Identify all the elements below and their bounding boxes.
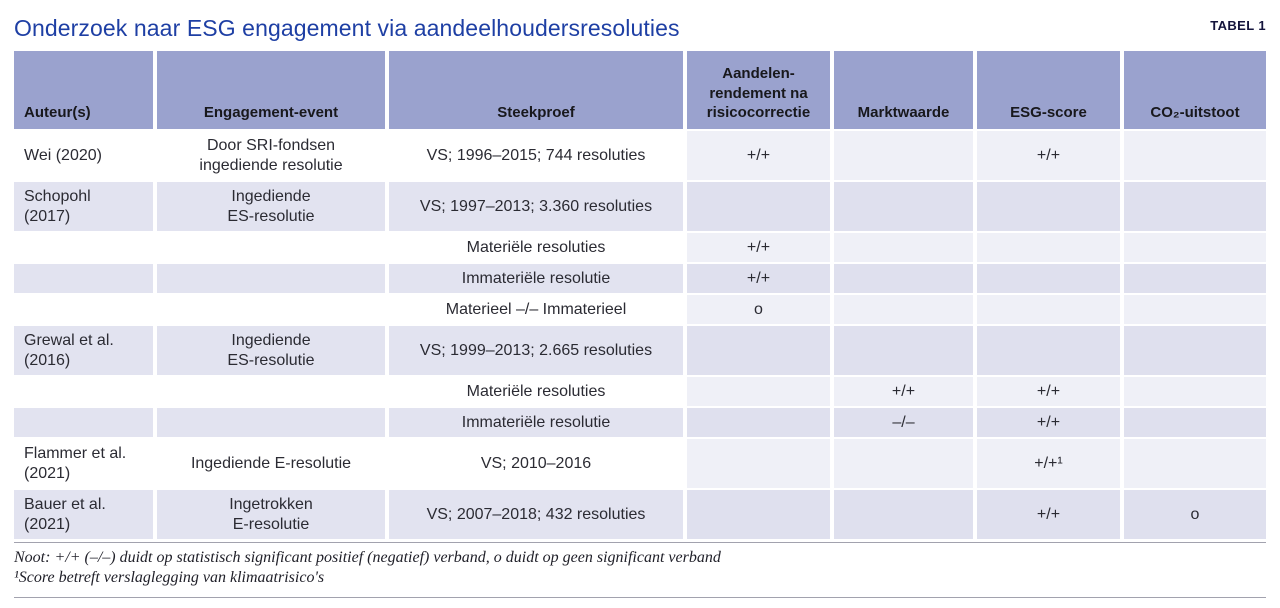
- table-cell-r6-rendement: [687, 377, 830, 406]
- article-table-block: Onderzoek naar ESG engagement via aandee…: [14, 0, 1266, 588]
- column-header-steekproef: Steekproef: [389, 51, 683, 129]
- table-cell-r9-auteur: Bauer et al. (2021): [14, 490, 153, 539]
- table-cell-r6-co2: [1124, 377, 1266, 406]
- page-bottom-divider: [14, 597, 1266, 598]
- table-cell-r2-marktwaarde: [834, 233, 973, 262]
- table-cell-r1-auteur: Schopohl (2017): [14, 182, 153, 231]
- table-cell-r3-rendement: +/+: [687, 264, 830, 293]
- table-cell-r0-marktwaarde: [834, 131, 973, 180]
- table-cell-r3-event: [157, 264, 385, 293]
- table-cell-r1-marktwaarde: [834, 182, 973, 231]
- table-cell-r8-steekproef: VS; 2010–2016: [389, 439, 683, 488]
- table-cell-r8-co2: [1124, 439, 1266, 488]
- table-cell-r7-steekproef: Immateriële resolutie: [389, 408, 683, 437]
- table-cell-r9-steekproef: VS; 2007–2018; 432 resoluties: [389, 490, 683, 539]
- table-cell-r8-marktwaarde: [834, 439, 973, 488]
- page-title: Onderzoek naar ESG engagement via aandee…: [14, 15, 680, 41]
- table-cell-r1-rendement: [687, 182, 830, 231]
- table-cell-r7-marktwaarde: –/–: [834, 408, 973, 437]
- table-cell-r4-co2: [1124, 295, 1266, 324]
- table-cell-r2-esg: [977, 233, 1120, 262]
- table-cell-r2-steekproef: Materiële resoluties: [389, 233, 683, 262]
- table-number-label: TABEL 1: [1210, 18, 1266, 33]
- table-cell-r3-steekproef: Immateriële resolutie: [389, 264, 683, 293]
- table-cell-r6-steekproef: Materiële resoluties: [389, 377, 683, 406]
- table-cell-r5-co2: [1124, 326, 1266, 375]
- table-cell-r4-rendement: o: [687, 295, 830, 324]
- table-cell-r7-auteur: [14, 408, 153, 437]
- table-cell-r4-esg: [977, 295, 1120, 324]
- table-cell-r9-marktwaarde: [834, 490, 973, 539]
- table-cell-r5-steekproef: VS; 1999–2013; 2.665 resoluties: [389, 326, 683, 375]
- table-cell-r1-event: Ingediende ES-resolutie: [157, 182, 385, 231]
- column-header-auteur: Auteur(s): [14, 51, 153, 129]
- table-bottom-divider: [14, 542, 1266, 543]
- table-cell-r5-event: Ingediende ES-resolutie: [157, 326, 385, 375]
- table-cell-r0-event: Door SRI-fondsen ingediende resolutie: [157, 131, 385, 180]
- table-cell-r9-event: Ingetrokken E-resolutie: [157, 490, 385, 539]
- table-cell-r5-rendement: [687, 326, 830, 375]
- table-cell-r4-event: [157, 295, 385, 324]
- column-header-co2: CO₂-uitstoot: [1124, 51, 1266, 129]
- column-header-esg: ESG-score: [977, 51, 1120, 129]
- table-cell-r1-esg: [977, 182, 1120, 231]
- table-cell-r0-rendement: +/+: [687, 131, 830, 180]
- results-table: Auteur(s) Engagement-event Steekproef Aande…: [14, 51, 1266, 539]
- table-cell-r9-rendement: [687, 490, 830, 539]
- column-header-event: Engagement-event: [157, 51, 385, 129]
- table-cell-r4-marktwaarde: [834, 295, 973, 324]
- table-cell-r9-co2: o: [1124, 490, 1266, 539]
- table-cell-r5-esg: [977, 326, 1120, 375]
- column-header-rendement: Aandelen- rendement na risicocorrectie: [687, 51, 830, 129]
- table-cell-r2-auteur: [14, 233, 153, 262]
- table-cell-r6-auteur: [14, 377, 153, 406]
- table-cell-r7-event: [157, 408, 385, 437]
- footnote-score: ¹Score betreft verslaglegging van klimaa…: [14, 569, 325, 586]
- table-cell-r8-auteur: Flammer et al. (2021): [14, 439, 153, 488]
- table-cell-r5-marktwaarde: [834, 326, 973, 375]
- table-cell-r6-esg: +/+: [977, 377, 1120, 406]
- table-cell-r2-event: [157, 233, 385, 262]
- footnotes: Noot: +/+ (–/–) duidt op statistisch sig…: [14, 548, 1266, 588]
- table-cell-r2-rendement: +/+: [687, 233, 830, 262]
- table-cell-r3-marktwaarde: [834, 264, 973, 293]
- table-cell-r0-co2: [1124, 131, 1266, 180]
- title-row: Onderzoek naar ESG engagement via aandee…: [14, 0, 1266, 51]
- table-cell-r1-co2: [1124, 182, 1266, 231]
- table-cell-r3-auteur: [14, 264, 153, 293]
- table-cell-r1-steekproef: VS; 1997–2013; 3.360 resoluties: [389, 182, 683, 231]
- table-cell-r4-steekproef: Materieel –/– Immaterieel: [389, 295, 683, 324]
- table-cell-r7-co2: [1124, 408, 1266, 437]
- table-cell-r6-marktwaarde: +/+: [834, 377, 973, 406]
- table-cell-r0-esg: +/+: [977, 131, 1120, 180]
- table-cell-r8-rendement: [687, 439, 830, 488]
- table-cell-r8-event: Ingediende E-resolutie: [157, 439, 385, 488]
- table-cell-r0-auteur: Wei (2020): [14, 131, 153, 180]
- table-cell-r3-esg: [977, 264, 1120, 293]
- table-cell-r8-esg: +/+¹: [977, 439, 1120, 488]
- table-cell-r2-co2: [1124, 233, 1266, 262]
- table-cell-r3-co2: [1124, 264, 1266, 293]
- table-cell-r7-rendement: [687, 408, 830, 437]
- table-cell-r4-auteur: [14, 295, 153, 324]
- table-cell-r9-esg: +/+: [977, 490, 1120, 539]
- table-cell-r7-esg: +/+: [977, 408, 1120, 437]
- column-header-marktwaarde: Marktwaarde: [834, 51, 973, 129]
- footnote-note: Noot: +/+ (–/–) duidt op statistisch sig…: [14, 549, 721, 566]
- table-cell-r0-steekproef: VS; 1996–2015; 744 resoluties: [389, 131, 683, 180]
- table-cell-r6-event: [157, 377, 385, 406]
- table-cell-r5-auteur: Grewal et al. (2016): [14, 326, 153, 375]
